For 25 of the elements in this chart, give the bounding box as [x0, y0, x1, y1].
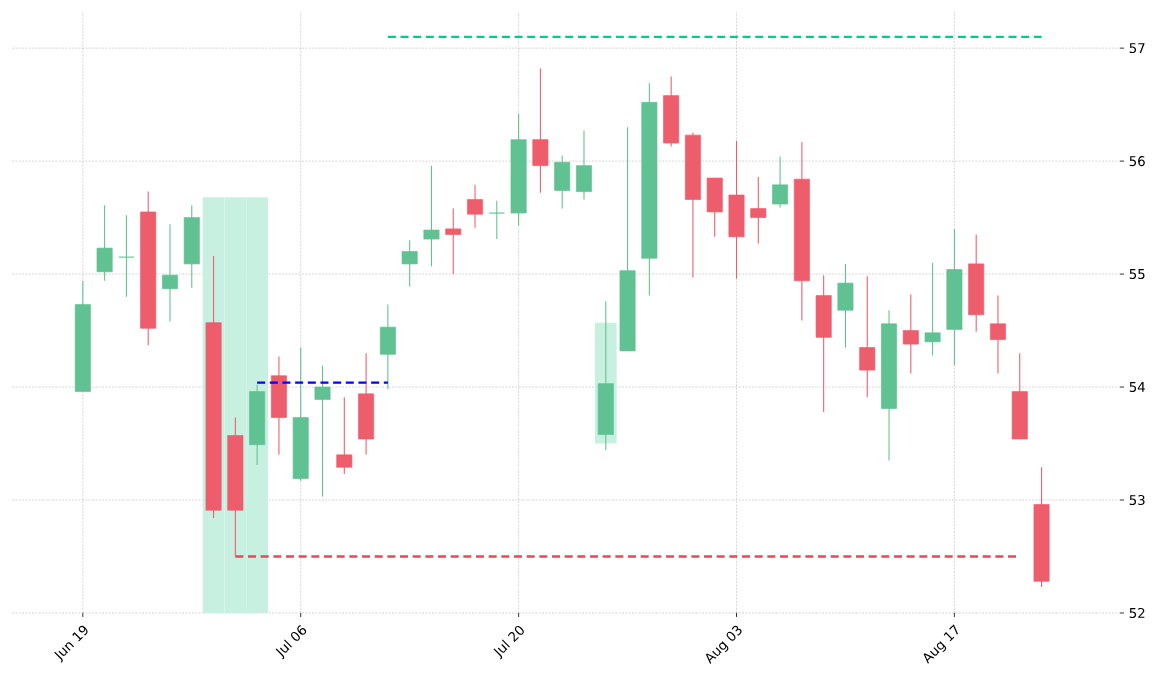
candlestick [445, 208, 462, 275]
candlestick [118, 214, 135, 298]
candlestick [924, 262, 941, 356]
x-tick-label: Jul 06 [275, 625, 307, 660]
candlestick [314, 365, 331, 498]
candlestick [488, 200, 505, 240]
candlestick [401, 239, 418, 288]
x-tick-label: Jul 20 [493, 625, 524, 660]
candlestick [750, 176, 767, 245]
candlestick [772, 156, 789, 208]
candlestick [162, 223, 178, 323]
y-tick-label: 54 [1129, 382, 1145, 392]
y-tick-label: 55 [1129, 269, 1145, 280]
x-tick-label: Jun 19 [54, 625, 88, 663]
candlestick [96, 204, 113, 282]
candlestick [990, 295, 1006, 375]
y-tick-label: 52 [1129, 607, 1145, 619]
y-tick-label: 56 [1129, 156, 1145, 167]
y-tick-label: 53 [1129, 494, 1145, 506]
candlestick [902, 293, 919, 375]
candlestick [336, 396, 353, 475]
candlestick [467, 184, 483, 229]
y-tick-label: 57 [1129, 43, 1145, 54]
candlestick [423, 165, 440, 267]
candlestick [859, 275, 876, 398]
